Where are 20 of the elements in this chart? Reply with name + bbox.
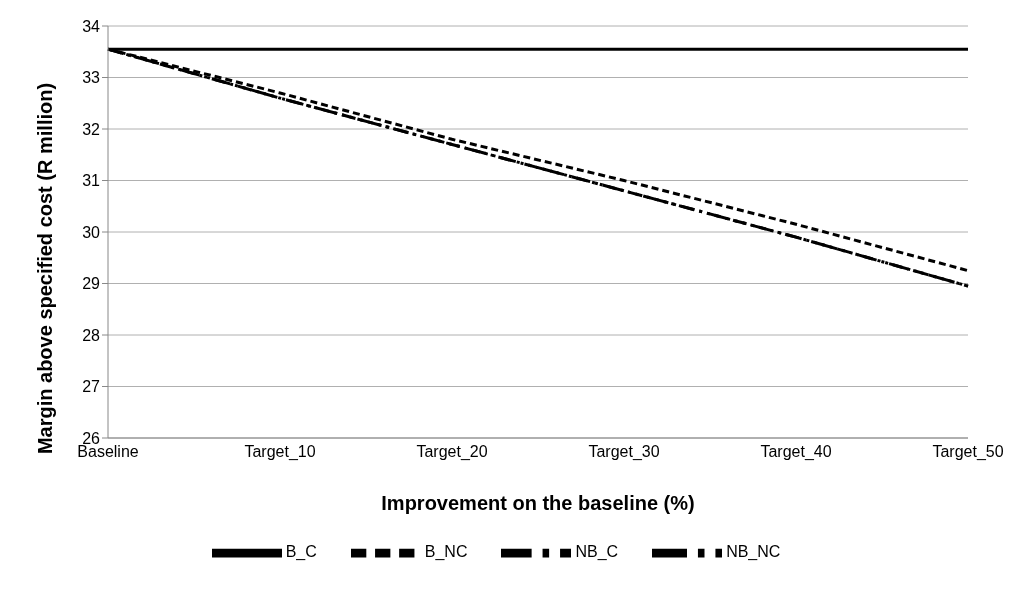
y-tick-label: 29 [82,275,101,293]
x-tick-label: Target_50 [932,443,1004,462]
x-axis-title: Improvement on the baseline (%) [381,492,695,514]
y-tick-label: 34 [82,17,101,35]
y-tick-label: 32 [82,120,101,138]
x-tick-label: Target_20 [416,443,488,462]
y-tick-label: 30 [82,223,101,241]
x-tick-label: Target_30 [588,443,660,462]
y-tick-label: 28 [82,326,101,344]
legend-label: NB_NC [726,543,781,561]
x-tick-label: Target_10 [244,443,316,462]
y-tick-label: 33 [82,69,101,87]
y-axis-title: Margin above specified cost (R million) [34,82,58,454]
y-tick-label: 27 [82,378,101,396]
legend-label: NB_C [575,543,619,561]
legend-label: B_NC [424,543,468,561]
y-tick-label: 31 [82,172,101,190]
x-tick-label: Baseline [77,443,139,461]
legend-label: B_C [285,543,317,561]
x-tick-label: Target_40 [760,443,832,462]
